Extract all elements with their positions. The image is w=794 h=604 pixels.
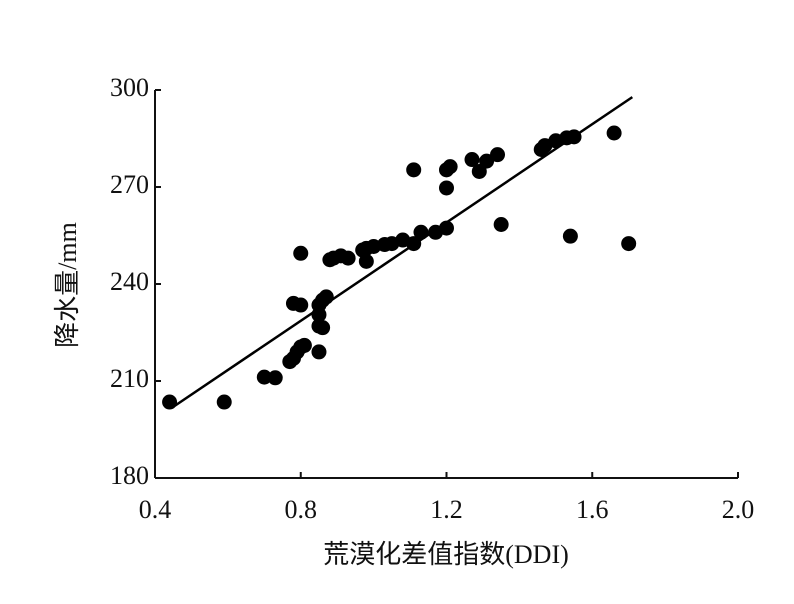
x-tick-label: 2.0 — [722, 495, 755, 524]
point — [490, 147, 506, 163]
point — [406, 162, 422, 178]
x-axis-label: 荒漠化差值指数(DDI) — [323, 540, 569, 569]
y-axis-label: 降水量/mm — [53, 222, 82, 348]
point — [439, 220, 454, 236]
trend-line — [172, 96, 634, 408]
y-tick-label: 270 — [110, 170, 149, 199]
x-tick-label: 1.2 — [430, 495, 463, 524]
point — [479, 153, 495, 169]
y-tick-label: 210 — [110, 364, 149, 393]
y-tick-label: 180 — [110, 461, 149, 490]
point — [621, 236, 637, 252]
point — [340, 250, 356, 266]
y-tick-label: 240 — [110, 267, 149, 296]
point — [566, 129, 582, 145]
point — [162, 394, 178, 410]
x-tick-label: 0.4 — [139, 495, 172, 524]
point — [296, 337, 312, 353]
x-tick-label: 0.8 — [285, 495, 318, 524]
point — [358, 253, 374, 269]
point — [493, 217, 509, 233]
y-tick-label: 300 — [110, 73, 149, 102]
point — [216, 394, 232, 410]
point — [311, 344, 327, 360]
point — [562, 228, 578, 244]
x-tick-label: 1.6 — [576, 495, 609, 524]
point — [464, 152, 480, 168]
point — [256, 369, 272, 385]
point — [315, 320, 331, 336]
point — [439, 180, 454, 196]
point — [413, 224, 429, 240]
point — [442, 159, 458, 175]
point — [606, 125, 622, 141]
point — [318, 289, 334, 305]
point — [406, 236, 422, 252]
point — [293, 245, 309, 261]
point — [293, 297, 309, 313]
point — [267, 370, 283, 386]
